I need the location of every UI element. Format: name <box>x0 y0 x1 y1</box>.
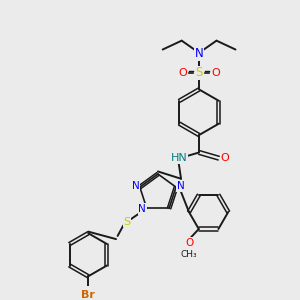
Text: O: O <box>221 153 230 163</box>
Text: N: N <box>195 47 203 61</box>
Text: CH₃: CH₃ <box>180 250 196 259</box>
Text: N: N <box>138 204 146 214</box>
Text: Br: Br <box>81 290 95 300</box>
Text: O: O <box>186 238 194 248</box>
Text: O: O <box>178 68 187 78</box>
Text: N: N <box>176 182 184 191</box>
Text: HN: HN <box>170 153 187 163</box>
Text: S: S <box>124 217 131 227</box>
Text: N: N <box>131 182 139 191</box>
Text: O: O <box>211 68 220 78</box>
Text: S: S <box>195 67 203 80</box>
